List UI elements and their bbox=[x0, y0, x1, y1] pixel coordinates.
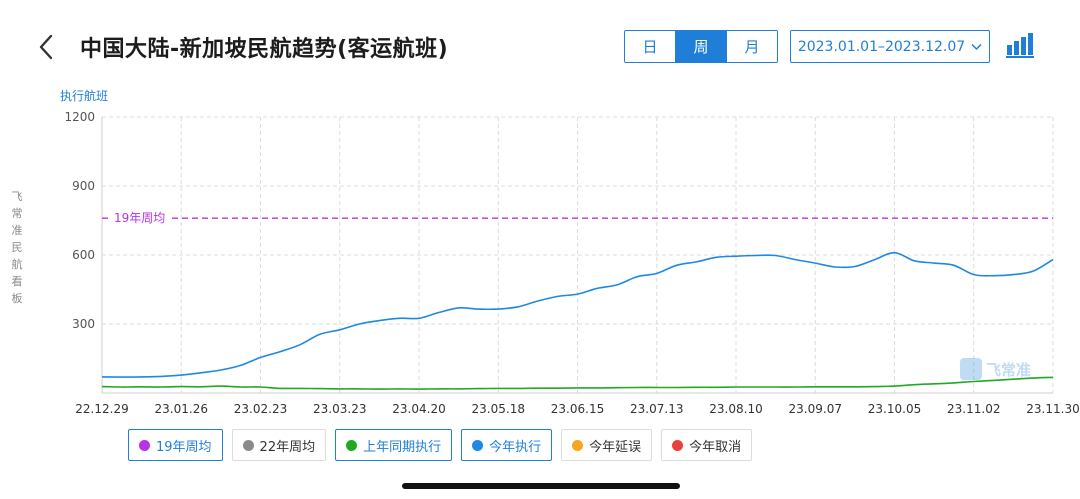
chevron-left-icon bbox=[39, 34, 53, 60]
chevron-down-icon bbox=[971, 43, 982, 50]
date-range-value: 2023.01.01–2023.12.07 bbox=[797, 38, 966, 55]
period-tab-month[interactable]: 月 bbox=[726, 31, 777, 62]
x-tick-label: 23.01.26 bbox=[155, 402, 208, 416]
legend-item-cancel[interactable]: 今年取消 bbox=[661, 429, 753, 461]
period-tab-day[interactable]: 日 bbox=[625, 31, 675, 62]
chart-legend: 19年周均 22年周均 上年同期执行 今年执行 今年延误 今年取消 bbox=[128, 429, 753, 461]
back-button[interactable] bbox=[34, 30, 60, 64]
legend-item-2019-avg[interactable]: 19年周均 bbox=[128, 429, 223, 461]
x-tick-label: 23.07.13 bbox=[630, 402, 683, 416]
x-tick-label: 23.10.05 bbox=[868, 402, 921, 416]
avg-2019-label: 19年周均 bbox=[114, 211, 165, 225]
series-line-last-year bbox=[101, 376, 1054, 390]
logo-icon bbox=[960, 358, 982, 380]
x-tick-label: 23.05.18 bbox=[472, 402, 525, 416]
x-tick-label: 23.11.02 bbox=[947, 402, 1000, 416]
y-tick-label: 900 bbox=[72, 179, 95, 193]
legend-item-this-year[interactable]: 今年执行 bbox=[461, 429, 553, 461]
y-tick-label: 1200 bbox=[64, 110, 95, 124]
x-tick-label: 23.02.23 bbox=[234, 402, 287, 416]
x-tick-label: 23.06.15 bbox=[551, 402, 604, 416]
y-tick-label: 300 bbox=[72, 317, 95, 331]
x-tick-label: 23.04.20 bbox=[392, 402, 445, 416]
flight-trend-chart: 1200 900 600 300 22.12.29 23.01.26 23.02.23 23.… bbox=[64, 110, 1079, 416]
x-tick-label: 23.09.07 bbox=[789, 402, 842, 416]
x-tick-label: 23.03.23 bbox=[313, 402, 366, 416]
legend-dot bbox=[472, 439, 484, 451]
date-range-select[interactable]: 2023.01.01–2023.12.07 bbox=[790, 30, 990, 63]
y-tick-label: 600 bbox=[72, 248, 95, 262]
x-tick-label: 23.08.10 bbox=[709, 402, 762, 416]
bar-chart-toggle-button[interactable] bbox=[1006, 32, 1034, 58]
watermark-logo: 飞常准 bbox=[960, 358, 1031, 380]
x-tick-label: 23.11.30 bbox=[1026, 402, 1079, 416]
side-brand-label: 飞 常 准 民 航 看 板 bbox=[11, 190, 23, 305]
legend-dot bbox=[139, 439, 150, 451]
legend-item-2022-avg[interactable]: 22年周均 bbox=[231, 429, 327, 461]
watermark-text: 飞常准 bbox=[986, 360, 1032, 379]
period-selector: 日 周 月 bbox=[624, 30, 778, 63]
x-tick-label: 22.12.29 bbox=[75, 402, 128, 416]
legend-item-delay[interactable]: 今年延误 bbox=[561, 429, 653, 461]
bar-chart-icon bbox=[1006, 33, 1034, 58]
legend-dot bbox=[242, 439, 254, 451]
y-axis-title: 执行航班 bbox=[60, 89, 109, 103]
legend-item-last-year[interactable]: 上年同期执行 bbox=[335, 429, 453, 461]
legend-dot bbox=[572, 439, 584, 451]
legend-dot bbox=[346, 439, 358, 451]
period-tab-week[interactable]: 周 bbox=[675, 31, 726, 62]
home-indicator bbox=[402, 483, 680, 489]
legend-dot bbox=[672, 439, 684, 451]
page-title: 中国大陆-新加坡民航趋势(客运航班) bbox=[80, 37, 449, 62]
series-line-this-year bbox=[101, 251, 1054, 378]
avg-2019-label-bg bbox=[110, 210, 168, 227]
